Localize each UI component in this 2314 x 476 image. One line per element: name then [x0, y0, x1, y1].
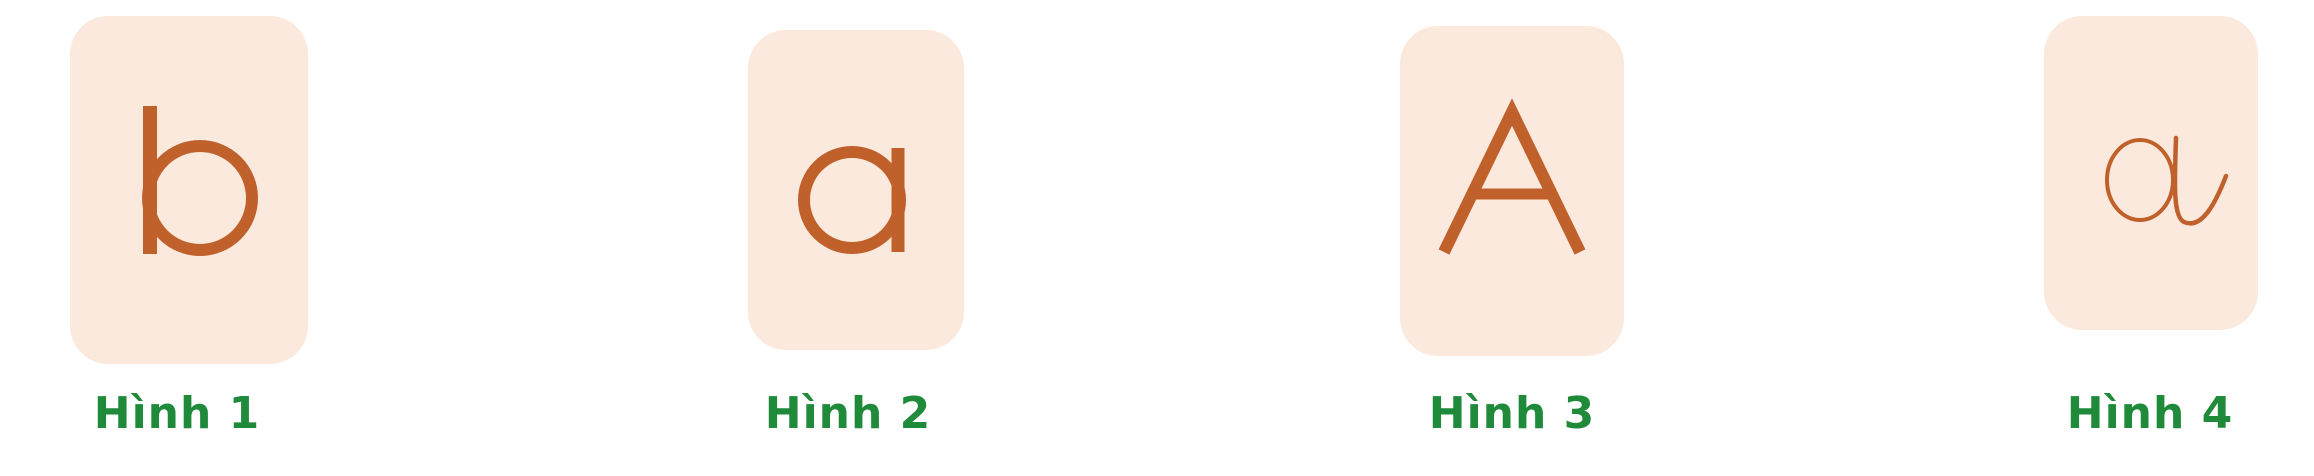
letter-card-b: b	[70, 16, 308, 364]
letter-card-uppercase-a: A	[1400, 26, 1624, 356]
caption-figure-3: Hình 3	[1428, 388, 1596, 439]
caption-figure-2: Hình 2	[764, 388, 932, 439]
letter-card-a: a	[748, 30, 964, 350]
letter-card-handwritten-a: ɑ	[2044, 16, 2258, 330]
caption-figure-1: Hình 1	[93, 388, 261, 439]
letter-handwritten-a-glyph: ɑ	[2105, 135, 2229, 226]
letter-a-glyph: a	[798, 146, 906, 254]
letter-uppercase-a-glyph: A	[1438, 98, 1586, 255]
letter-b-glyph: b	[142, 106, 258, 256]
caption-figure-4: Hình 4	[2066, 388, 2234, 439]
